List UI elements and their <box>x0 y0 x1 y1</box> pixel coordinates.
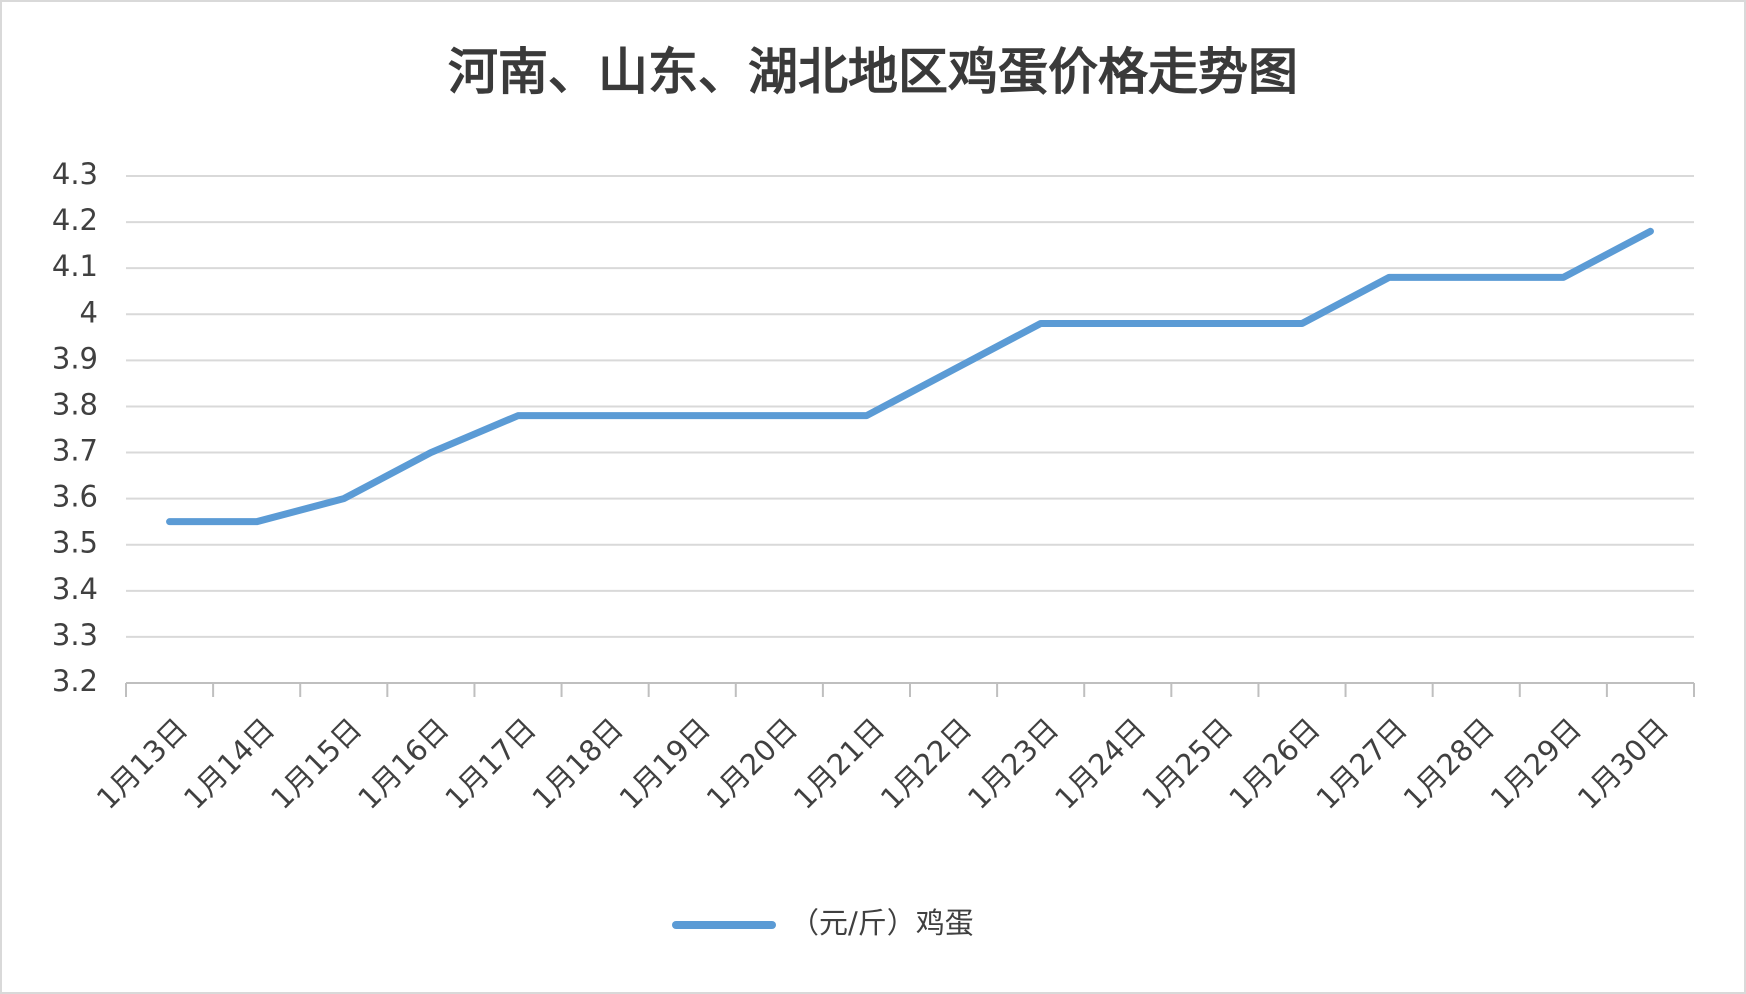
y-tick-label: 3.7 <box>52 434 98 468</box>
series-line <box>166 227 1654 526</box>
legend-label: （元/斤）鸡蛋 <box>790 906 974 940</box>
y-tick-label: 4.1 <box>52 249 98 283</box>
y-tick-label: 3.2 <box>52 664 98 698</box>
y-tick-label: 3.3 <box>52 618 98 652</box>
y-tick-label: 3.9 <box>52 341 98 375</box>
y-tick-label: 3.4 <box>52 572 98 606</box>
y-tick-label: 3.5 <box>52 526 98 560</box>
y-tick-label: 3.8 <box>52 387 98 421</box>
chart-title: 河南、山东、湖北地区鸡蛋价格走势图 <box>448 42 1298 101</box>
y-tick-label: 3.6 <box>52 480 98 514</box>
y-tick-label: 4.3 <box>52 157 98 191</box>
y-tick-label: 4 <box>80 295 98 329</box>
y-tick-label: 4.2 <box>52 203 98 237</box>
